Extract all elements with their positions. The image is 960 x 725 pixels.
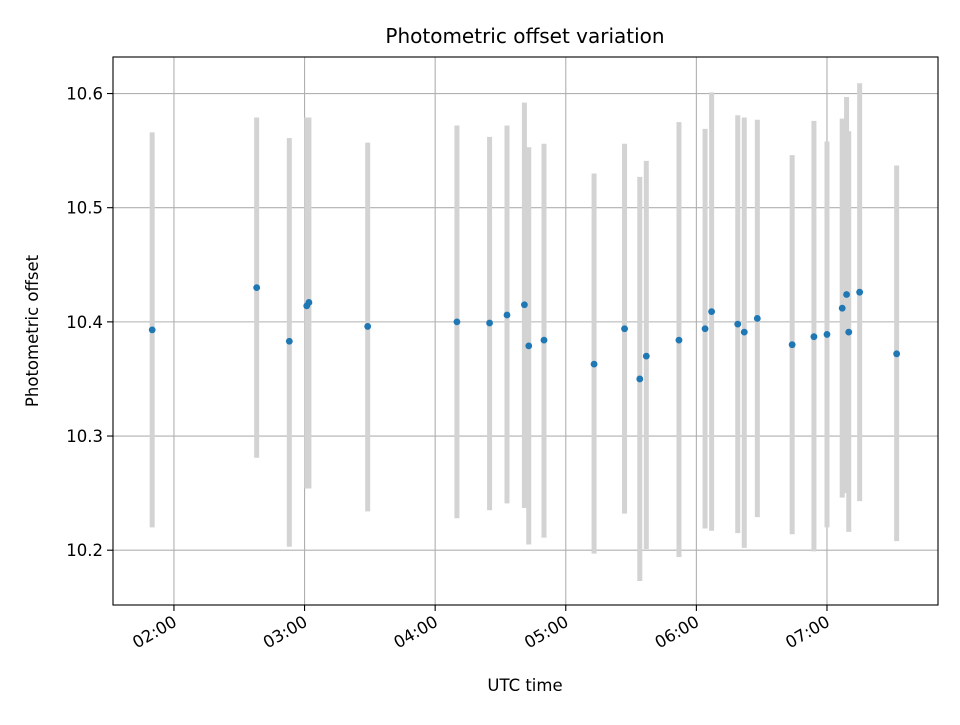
data-point xyxy=(675,336,683,344)
data-point xyxy=(521,301,528,309)
data-point xyxy=(810,333,818,341)
y-axis: 10.2 10.3 10.4 10.5 10.6 xyxy=(66,85,113,560)
y-tick-label: 10.3 xyxy=(66,427,103,446)
data-point xyxy=(701,325,709,333)
y-tick-label: 10.2 xyxy=(66,541,103,560)
data-point xyxy=(838,304,846,312)
chart-title: Photometric offset variation xyxy=(385,24,664,48)
data-point xyxy=(843,291,850,298)
data-point xyxy=(708,308,716,315)
data-point xyxy=(486,319,493,327)
data-point xyxy=(788,341,796,349)
data-point xyxy=(453,318,461,326)
data-point xyxy=(740,328,748,336)
data-point xyxy=(253,284,261,292)
data-point xyxy=(636,375,644,383)
y-axis-label: Photometric offset xyxy=(23,254,42,407)
x-axis-label: UTC time xyxy=(487,676,562,695)
data-point xyxy=(856,288,864,296)
y-tick-label: 10.6 xyxy=(66,85,103,104)
y-tick-label: 10.5 xyxy=(66,199,103,218)
data-point xyxy=(525,342,533,350)
data-point xyxy=(540,336,548,344)
data-point xyxy=(845,328,853,336)
data-point xyxy=(734,320,742,328)
data-point xyxy=(364,323,372,330)
data-point xyxy=(148,326,156,334)
y-tick-label: 10.4 xyxy=(66,313,103,332)
plot-area-frame xyxy=(112,56,939,606)
data-point xyxy=(642,352,650,360)
data-points xyxy=(148,284,901,383)
data-point xyxy=(503,311,511,319)
data-point xyxy=(590,360,598,368)
data-point xyxy=(753,315,761,322)
data-point xyxy=(305,299,313,306)
data-point xyxy=(285,337,293,345)
data-point xyxy=(823,331,831,338)
data-point xyxy=(621,325,628,333)
data-point xyxy=(893,350,901,358)
